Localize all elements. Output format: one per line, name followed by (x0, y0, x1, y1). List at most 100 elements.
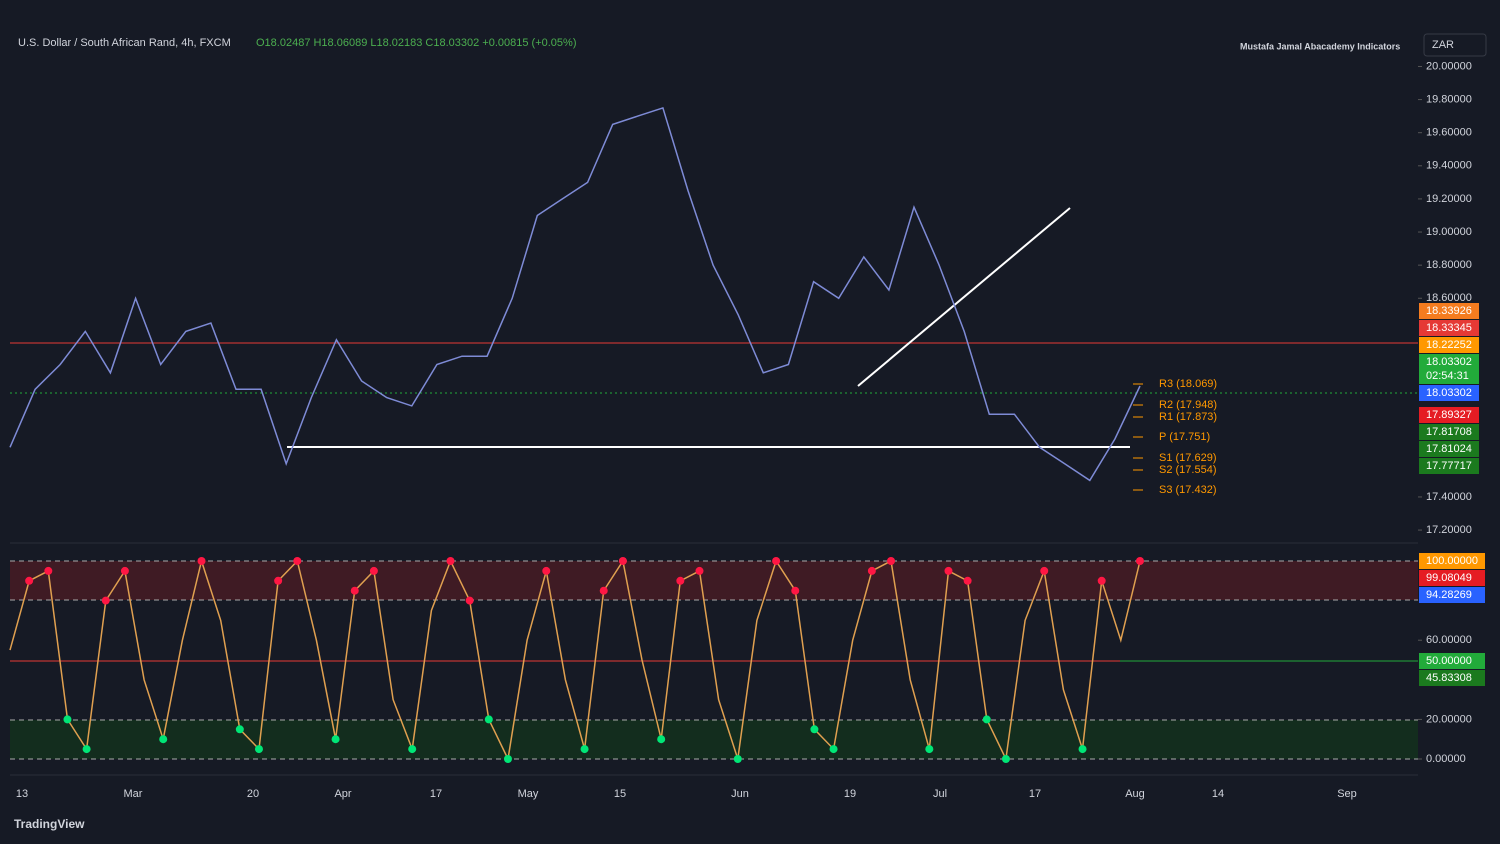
time-label: 15 (614, 788, 626, 800)
signal-dot (235, 725, 244, 734)
time-label: 19 (844, 788, 856, 800)
osc-tag-label: 50.00000 (1426, 655, 1472, 667)
time-label: Apr (334, 788, 351, 800)
osc-tag (1419, 670, 1485, 686)
price-tag (1419, 441, 1479, 457)
signal-dot (503, 755, 512, 763)
price-tick-label: 19.00000 (1426, 226, 1472, 238)
signal-dot (1078, 745, 1087, 754)
price-line (9, 106, 1141, 482)
price-tick-label: 19.40000 (1426, 160, 1472, 172)
time-label: 20 (247, 788, 259, 800)
signal-dot (676, 576, 685, 585)
signal-dot (44, 566, 53, 575)
indicator-name: Mustafa Jamal Abacademy Indicators (1240, 41, 1400, 51)
price-tag-label: 18.33926 (1426, 305, 1472, 317)
pivot-label: S1 (17.629) (1159, 452, 1216, 464)
osc-tag (1419, 587, 1485, 603)
price-tick-label: 19.80000 (1426, 93, 1472, 105)
signal-dot (733, 755, 742, 763)
signal-dot (867, 566, 876, 575)
signal-dot (618, 557, 627, 565)
currency-box[interactable] (1423, 33, 1487, 57)
signal-dot (1097, 576, 1106, 585)
signal-dot (274, 576, 283, 585)
osc-tick-label: 20.00000 (1426, 713, 1472, 725)
signal-dot (254, 745, 263, 754)
pivot-label: S2 (17.554) (1159, 464, 1216, 476)
time-label: Sep (1337, 788, 1357, 800)
osc-tag-label: 99.08049 (1426, 572, 1472, 584)
price-tag-label: 18.33345 (1426, 322, 1472, 334)
signal-dot (369, 566, 378, 575)
signal-dot (484, 715, 493, 724)
signal-dot (772, 557, 781, 565)
pivot-label: R3 (18.069) (1159, 378, 1217, 390)
price-tick-label: 17.40000 (1426, 491, 1472, 503)
signal-dot (580, 745, 589, 754)
signal-dot (25, 576, 34, 585)
price-tag (1419, 407, 1479, 423)
osc-tag (1419, 553, 1485, 569)
time-label: 17 (1029, 788, 1041, 800)
currency[interactable]: ZAR (1432, 39, 1454, 51)
price-tick-label: 18.60000 (1426, 292, 1472, 304)
trend-line (857, 207, 1071, 387)
price-tag (1419, 458, 1479, 474)
signal-dot (542, 566, 551, 575)
osc-tick-label: 0.00000 (1426, 753, 1466, 765)
price-tag-label: 17.89327 (1426, 409, 1472, 421)
signal-dot (331, 735, 340, 744)
signal-dot (963, 576, 972, 585)
signal-dot (82, 745, 91, 754)
time-label: Jun (731, 788, 749, 800)
osc-tag (1419, 653, 1485, 669)
signal-dot (887, 557, 896, 565)
signal-dot (101, 596, 110, 605)
signal-dot (1040, 566, 1049, 575)
time-label: Mar (124, 788, 143, 800)
price-tick-label: 19.20000 (1426, 193, 1472, 205)
price-tag (1419, 320, 1479, 336)
signal-dot (791, 586, 800, 595)
price-tag-label: 18.22252 (1426, 339, 1472, 351)
signal-dot (120, 566, 129, 575)
price-tag-label: 17.81708 (1426, 426, 1472, 438)
time-label: 17 (430, 788, 442, 800)
signal-dot (1001, 755, 1010, 763)
pivot-label: P (17.751) (1159, 431, 1210, 443)
time-label: 13 (16, 788, 28, 800)
price-tag (1419, 354, 1479, 384)
time-label: Jul (933, 788, 947, 800)
signal-dot (982, 715, 991, 724)
pivot-label: R2 (17.948) (1159, 399, 1217, 411)
countdown: 02:54:31 (1426, 370, 1469, 382)
osc-tag (1419, 570, 1485, 586)
time-label: Aug (1125, 788, 1145, 800)
price-tag (1419, 303, 1479, 319)
symbol: U.S. Dollar / South African Rand, 4h, FX… (18, 37, 231, 49)
signal-dot (350, 586, 359, 595)
osc-tick-label: 60.00000 (1426, 634, 1472, 646)
signal-dot (925, 745, 934, 754)
signal-dot (408, 745, 417, 754)
osc-tag-label: 94.28269 (1426, 589, 1472, 601)
brand: TradingView (14, 817, 85, 831)
price-tick-label: 18.80000 (1426, 259, 1472, 271)
signal-dot (465, 596, 474, 605)
pivot-label: R1 (17.873) (1159, 411, 1217, 423)
signal-dot (829, 745, 838, 754)
signal-dot (657, 735, 666, 744)
signal-dot (695, 566, 704, 575)
oversold-zone (10, 720, 1418, 759)
osc-tag-label: 45.83308 (1426, 672, 1472, 684)
overbought-zone (10, 561, 1418, 600)
osc-tag-label: 100.00000 (1426, 555, 1478, 567)
ohlc: O18.02487 H18.06089 L18.02183 C18.03302 … (256, 37, 577, 49)
signal-dot (159, 735, 168, 744)
price-tag-label: 18.03302 (1426, 387, 1472, 399)
signal-dot (944, 566, 953, 575)
price-tag (1419, 337, 1479, 353)
signal-dot (599, 586, 608, 595)
